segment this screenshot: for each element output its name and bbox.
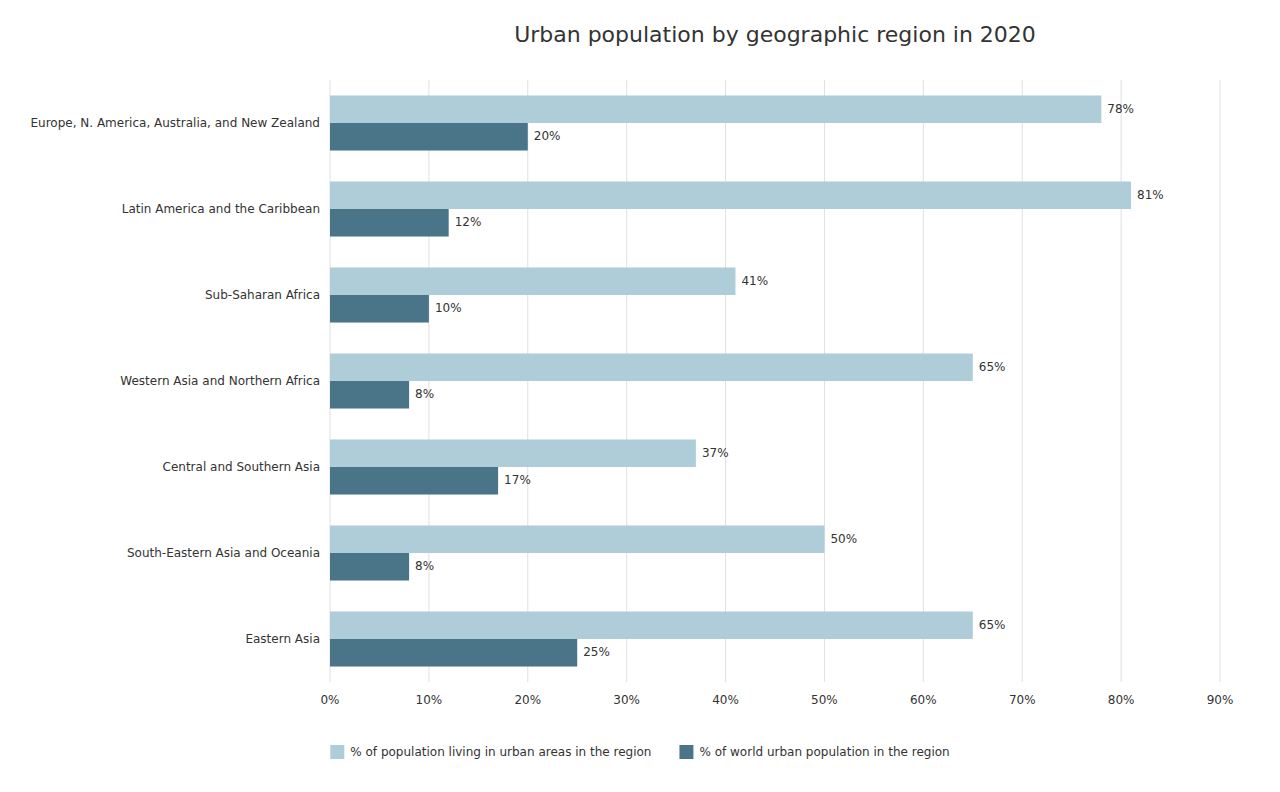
data-label: 25% xyxy=(583,645,610,659)
legend-label: % of world urban population in the regio… xyxy=(699,745,949,759)
grid-line xyxy=(1220,80,1221,682)
legend-label: % of population living in urban areas in… xyxy=(350,745,651,759)
title: Urban population by geographic region in… xyxy=(514,22,1036,47)
bar xyxy=(330,553,409,581)
bar xyxy=(330,381,409,409)
bar xyxy=(330,95,1101,123)
data-labels: 78% 20% 81% 12% 41% 10% 65% 8% 37% 17% 50% 8% 65% 25% xyxy=(415,102,1164,660)
data-label: 50% xyxy=(830,532,857,546)
data-label: 10% xyxy=(435,301,462,315)
x-tick-label: 50% xyxy=(811,693,838,707)
bar xyxy=(330,467,498,495)
x-tick-label: 60% xyxy=(910,693,937,707)
x-tick-label: 40% xyxy=(712,693,739,707)
category-label: Europe, N. America, Australia, and New Z… xyxy=(30,116,320,130)
bar xyxy=(330,525,824,553)
data-label: 20% xyxy=(534,129,561,143)
grid-line xyxy=(1022,80,1023,682)
data-label: 65% xyxy=(979,618,1006,632)
data-label: 81% xyxy=(1137,188,1164,202)
x-tick-label: 70% xyxy=(1009,693,1036,707)
bar xyxy=(330,295,429,323)
legend-swatch xyxy=(330,745,344,759)
x-tick-label: 10% xyxy=(416,693,443,707)
bar xyxy=(330,267,735,295)
bar xyxy=(330,639,577,667)
x-tick-label: 30% xyxy=(613,693,640,707)
data-label: 17% xyxy=(504,473,531,487)
grid-line xyxy=(1121,80,1122,682)
legend-swatch xyxy=(679,745,693,759)
bar xyxy=(330,353,973,381)
bar xyxy=(330,123,528,151)
category-label: Central and Southern Asia xyxy=(163,460,320,474)
category-label: Western Asia and Northern Africa xyxy=(120,374,320,388)
category-label: Latin America and the Caribbean xyxy=(122,202,320,216)
data-label: 65% xyxy=(979,360,1006,374)
chart: Urban population by geographic region in… xyxy=(0,0,1280,792)
bar xyxy=(330,209,449,237)
data-label: 41% xyxy=(741,274,768,288)
bar xyxy=(330,611,973,639)
bars xyxy=(330,95,1131,666)
data-label: 78% xyxy=(1107,102,1134,116)
bar xyxy=(330,439,696,467)
x-tick-label: 20% xyxy=(514,693,541,707)
category-label: South-Eastern Asia and Oceania xyxy=(127,546,320,560)
data-label: 8% xyxy=(415,387,434,401)
x-tick-label: 0% xyxy=(320,693,339,707)
x-tick-label: 90% xyxy=(1207,693,1234,707)
x-tick-label: 80% xyxy=(1108,693,1135,707)
category-label: Eastern Asia xyxy=(245,632,320,646)
grid xyxy=(330,80,1220,682)
category-label: Sub-Saharan Africa xyxy=(205,288,320,302)
data-label: 12% xyxy=(455,215,482,229)
legend: % of population living in urban areas in… xyxy=(330,745,949,760)
data-label: 8% xyxy=(415,559,434,573)
data-label: 37% xyxy=(702,446,729,460)
bar xyxy=(330,181,1131,209)
